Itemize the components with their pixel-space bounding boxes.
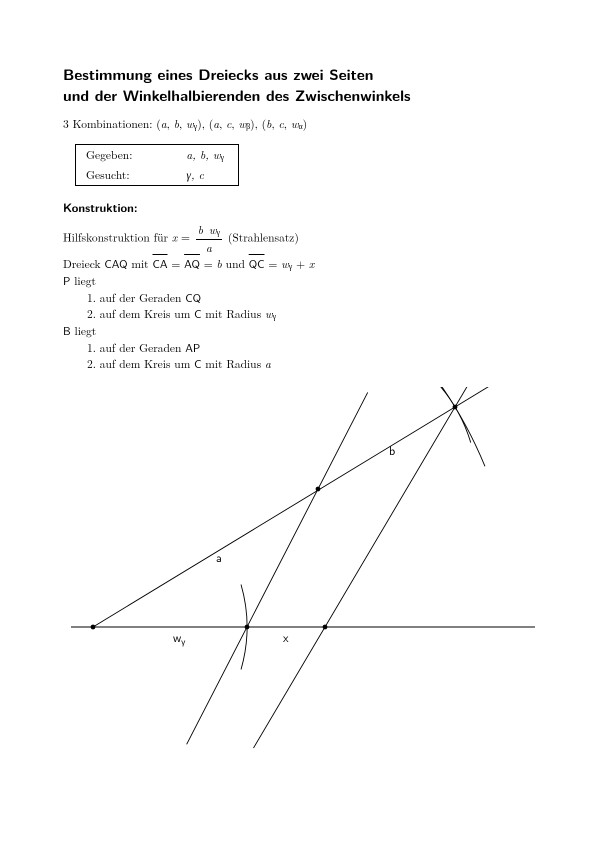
b-item-2: 2. auf dem Kreis um C mit Radius a	[87, 356, 537, 373]
construction-diagram: wγ x a b	[63, 387, 543, 757]
b-item-1: 1. auf der Geraden AP	[87, 340, 537, 357]
sought-value: γ, c	[146, 165, 238, 186]
fraction: b wγa	[196, 222, 222, 256]
p-item-1: 1. auf der Geraden CQ	[87, 290, 537, 307]
svg-text:x: x	[283, 628, 289, 646]
p-item-2: 2. auf dem Kreis um C mit Radius wγ	[87, 306, 537, 323]
svg-text:a: a	[216, 548, 222, 566]
b-liegt: B liegt	[63, 323, 537, 340]
title-line-2: und der Winkelhalbierenden des Zwischenw…	[63, 83, 411, 106]
given-value: a, b, wγ	[146, 144, 238, 165]
section-heading: Konstruktion:	[63, 198, 537, 216]
line-hilfs: Hilfskonstruktion für x = b wγa (Strahle…	[63, 222, 537, 256]
title-line-1: Bestimmung eines Dreiecks aus zwei Seite…	[63, 62, 374, 85]
page-title: Bestimmung eines Dreiecks aus zwei Seite…	[63, 64, 537, 106]
construction-text: Hilfskonstruktion für x = b wγa (Strahle…	[63, 222, 537, 373]
svg-text:b: b	[389, 441, 395, 459]
given-label: Gegeben:	[76, 144, 147, 165]
line-dreieck: Dreieck CAQ mit CA = AQ = b und QC = wγ …	[63, 256, 537, 273]
p-liegt: P liegt	[63, 273, 537, 290]
given-sought-table: Gegeben: a, b, wγ Gesucht: γ, c	[75, 144, 239, 186]
combinations-line: 3 Kombinationen: (a, b, wγ), (a, c, wβ),…	[63, 116, 537, 132]
svg-text:wγ: wγ	[173, 628, 185, 648]
sought-label: Gesucht:	[76, 165, 147, 186]
